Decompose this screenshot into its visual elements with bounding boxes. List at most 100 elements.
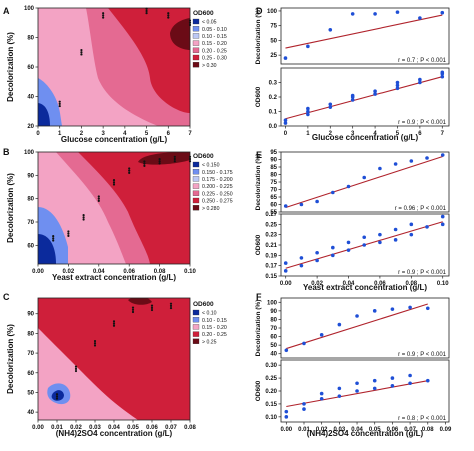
data-point [440, 74, 445, 79]
legend-swatch [192, 331, 200, 337]
data-point [80, 53, 83, 56]
x-tick-label: 0.02 [63, 269, 75, 275]
legend-swatch [192, 183, 200, 189]
data-point [440, 222, 445, 227]
regression-line [285, 76, 443, 120]
data-point [67, 232, 70, 235]
data-point [328, 28, 333, 32]
data-point [188, 19, 192, 22]
data-point [409, 222, 414, 227]
data-point [299, 202, 304, 207]
data-point [167, 14, 170, 17]
contour-region [38, 8, 43, 13]
data-point [74, 367, 78, 370]
x-tick-label: 0 [36, 131, 40, 137]
data-point [440, 70, 445, 75]
data-point [173, 155, 176, 158]
x-tick-label: 0.01 [298, 427, 310, 433]
y-axis: 0.15 0.17 0.19 0.21 0.23 0.25 0.27 [265, 212, 281, 280]
contour-region [170, 18, 190, 50]
data-point [409, 159, 414, 163]
legend-swatch [192, 47, 200, 53]
data-point [418, 77, 422, 82]
data-point [58, 100, 61, 103]
data-point [188, 155, 192, 158]
contour-region [138, 152, 190, 165]
regression-line [285, 14, 443, 49]
legend-swatch [192, 338, 200, 344]
y-axis: 0.0 0.1 0.2 0.3 [269, 81, 281, 130]
x-tick-label: 0.00 [32, 425, 44, 431]
y-tick-label: 50 [270, 38, 277, 44]
legend-label: 0.150 - 0.175 [202, 170, 233, 176]
data-point [143, 164, 146, 167]
y-tick-label: 65 [270, 195, 277, 201]
y-tick-label: 95 [270, 150, 277, 156]
data-point [373, 89, 377, 93]
data-point [169, 306, 173, 310]
data-point [418, 80, 422, 85]
y-tick-label: 80 [27, 36, 34, 42]
x-tick-label: 3 [351, 131, 355, 137]
y-tick-label: 0.19 [265, 253, 277, 259]
y-tick-label: 0.15 [265, 274, 277, 280]
y-tick-label: 0.10 [265, 415, 277, 421]
data-point [395, 86, 400, 91]
y-tick-label: 100 [24, 6, 35, 12]
contour-region [51, 390, 64, 401]
y-tick-label: 60 [27, 371, 34, 377]
legend-swatch [192, 190, 200, 196]
legend-title: OD600 [193, 301, 214, 308]
x-tick-label: 0.00 [32, 269, 44, 275]
x-tick-label: 0.07 [404, 427, 416, 433]
x-axis: 0.00 0.02 0.04 0.06 0.08 0.10 [280, 276, 449, 287]
y-tick-label: 70 [27, 220, 34, 226]
data-point [150, 304, 154, 307]
data-point [128, 169, 131, 172]
data-point [440, 214, 445, 219]
panel-letter: B [3, 147, 10, 157]
legend-swatch [192, 33, 200, 39]
stat-top: r = 0.9 ; P < 0.001 [398, 352, 447, 358]
y-tick-label: 100 [267, 300, 278, 306]
data-point [158, 158, 161, 161]
stat-top: r = 0.96 ; P < 0.001 [395, 206, 447, 212]
data-point [319, 333, 324, 337]
data-point [425, 156, 429, 160]
x-tick-label: 0.02 [70, 425, 82, 431]
data-point [372, 309, 377, 313]
data-point [331, 190, 335, 195]
stat-bottom: r = 0.9 ; P < 0.001 [398, 270, 447, 276]
regression-line [286, 303, 428, 350]
data-point [306, 112, 310, 117]
x-tick-label: 0.05 [127, 425, 139, 431]
legend-label: 0.15 - 0.20 [202, 325, 227, 331]
x-axis-label: Glucose concentration (g/L) [61, 135, 168, 144]
y-tick-label: 0.3 [269, 81, 278, 87]
x-tick-label: 0.08 [405, 281, 417, 287]
y-tick-label: 50 [270, 343, 277, 349]
x-tick-label: 0.04 [108, 425, 120, 431]
data-point [283, 269, 288, 273]
legend-label: 0.200 - 0.225 [202, 184, 233, 190]
x-tick-label: 7 [188, 131, 192, 137]
data-point [418, 16, 422, 20]
legend-label: < 0.10 [202, 311, 217, 317]
panel-letter: F [256, 292, 262, 302]
contour-region [38, 8, 158, 126]
legend-label: 0.25 - 0.30 [202, 56, 227, 62]
data-point [67, 234, 70, 237]
data-point [302, 402, 306, 406]
data-point [306, 44, 310, 49]
y-tick-label: 60 [27, 65, 34, 71]
data-point [315, 199, 319, 204]
y-tick-label: 80 [270, 317, 277, 323]
y-tick-label: 0.20 [265, 389, 277, 395]
y-axis-label-top: Decolorization (%) [255, 300, 262, 357]
data-point [55, 395, 59, 398]
data-point [150, 306, 154, 309]
data-point [408, 305, 412, 310]
data-point [112, 183, 116, 186]
y-tick-label: 70 [270, 188, 277, 194]
